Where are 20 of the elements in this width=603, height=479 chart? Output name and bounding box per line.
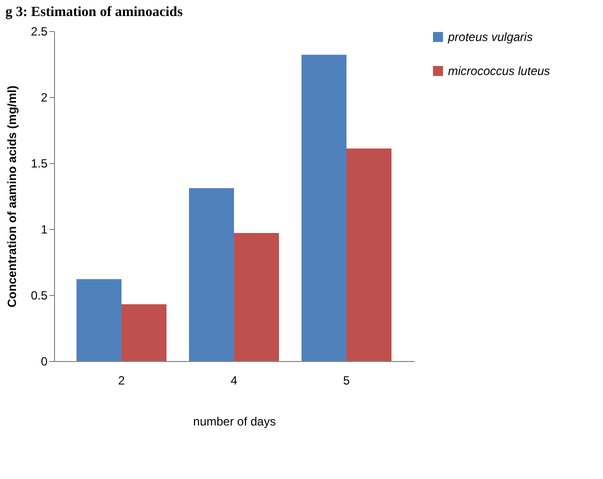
x-tick-label: 5 (343, 374, 350, 388)
bar (122, 304, 166, 361)
y-tick-label: 1 (40, 222, 48, 236)
y-tick-label: 1.5 (30, 156, 48, 170)
bar (234, 232, 279, 361)
y-axis-title: Concentration of aamino acids (mg/ml) (4, 85, 19, 308)
bar (189, 188, 234, 361)
bar (346, 148, 392, 361)
bar (302, 54, 346, 361)
chart-title: g 3: Estimation of aminoacids (5, 5, 184, 20)
y-tick-label: 0 (40, 354, 48, 368)
bar (76, 279, 122, 361)
x-axis-title: number of days (193, 414, 276, 428)
legend-label: micrococcus luteus (448, 64, 550, 78)
x-tick-label: 2 (118, 374, 126, 388)
y-tick-label: 2.5 (30, 24, 48, 38)
y-tick-label: 0.5 (30, 288, 48, 302)
legend-label: proteus vulgaris (447, 30, 533, 44)
x-tick-label: 4 (230, 374, 238, 388)
y-tick-label: 2 (40, 90, 48, 104)
